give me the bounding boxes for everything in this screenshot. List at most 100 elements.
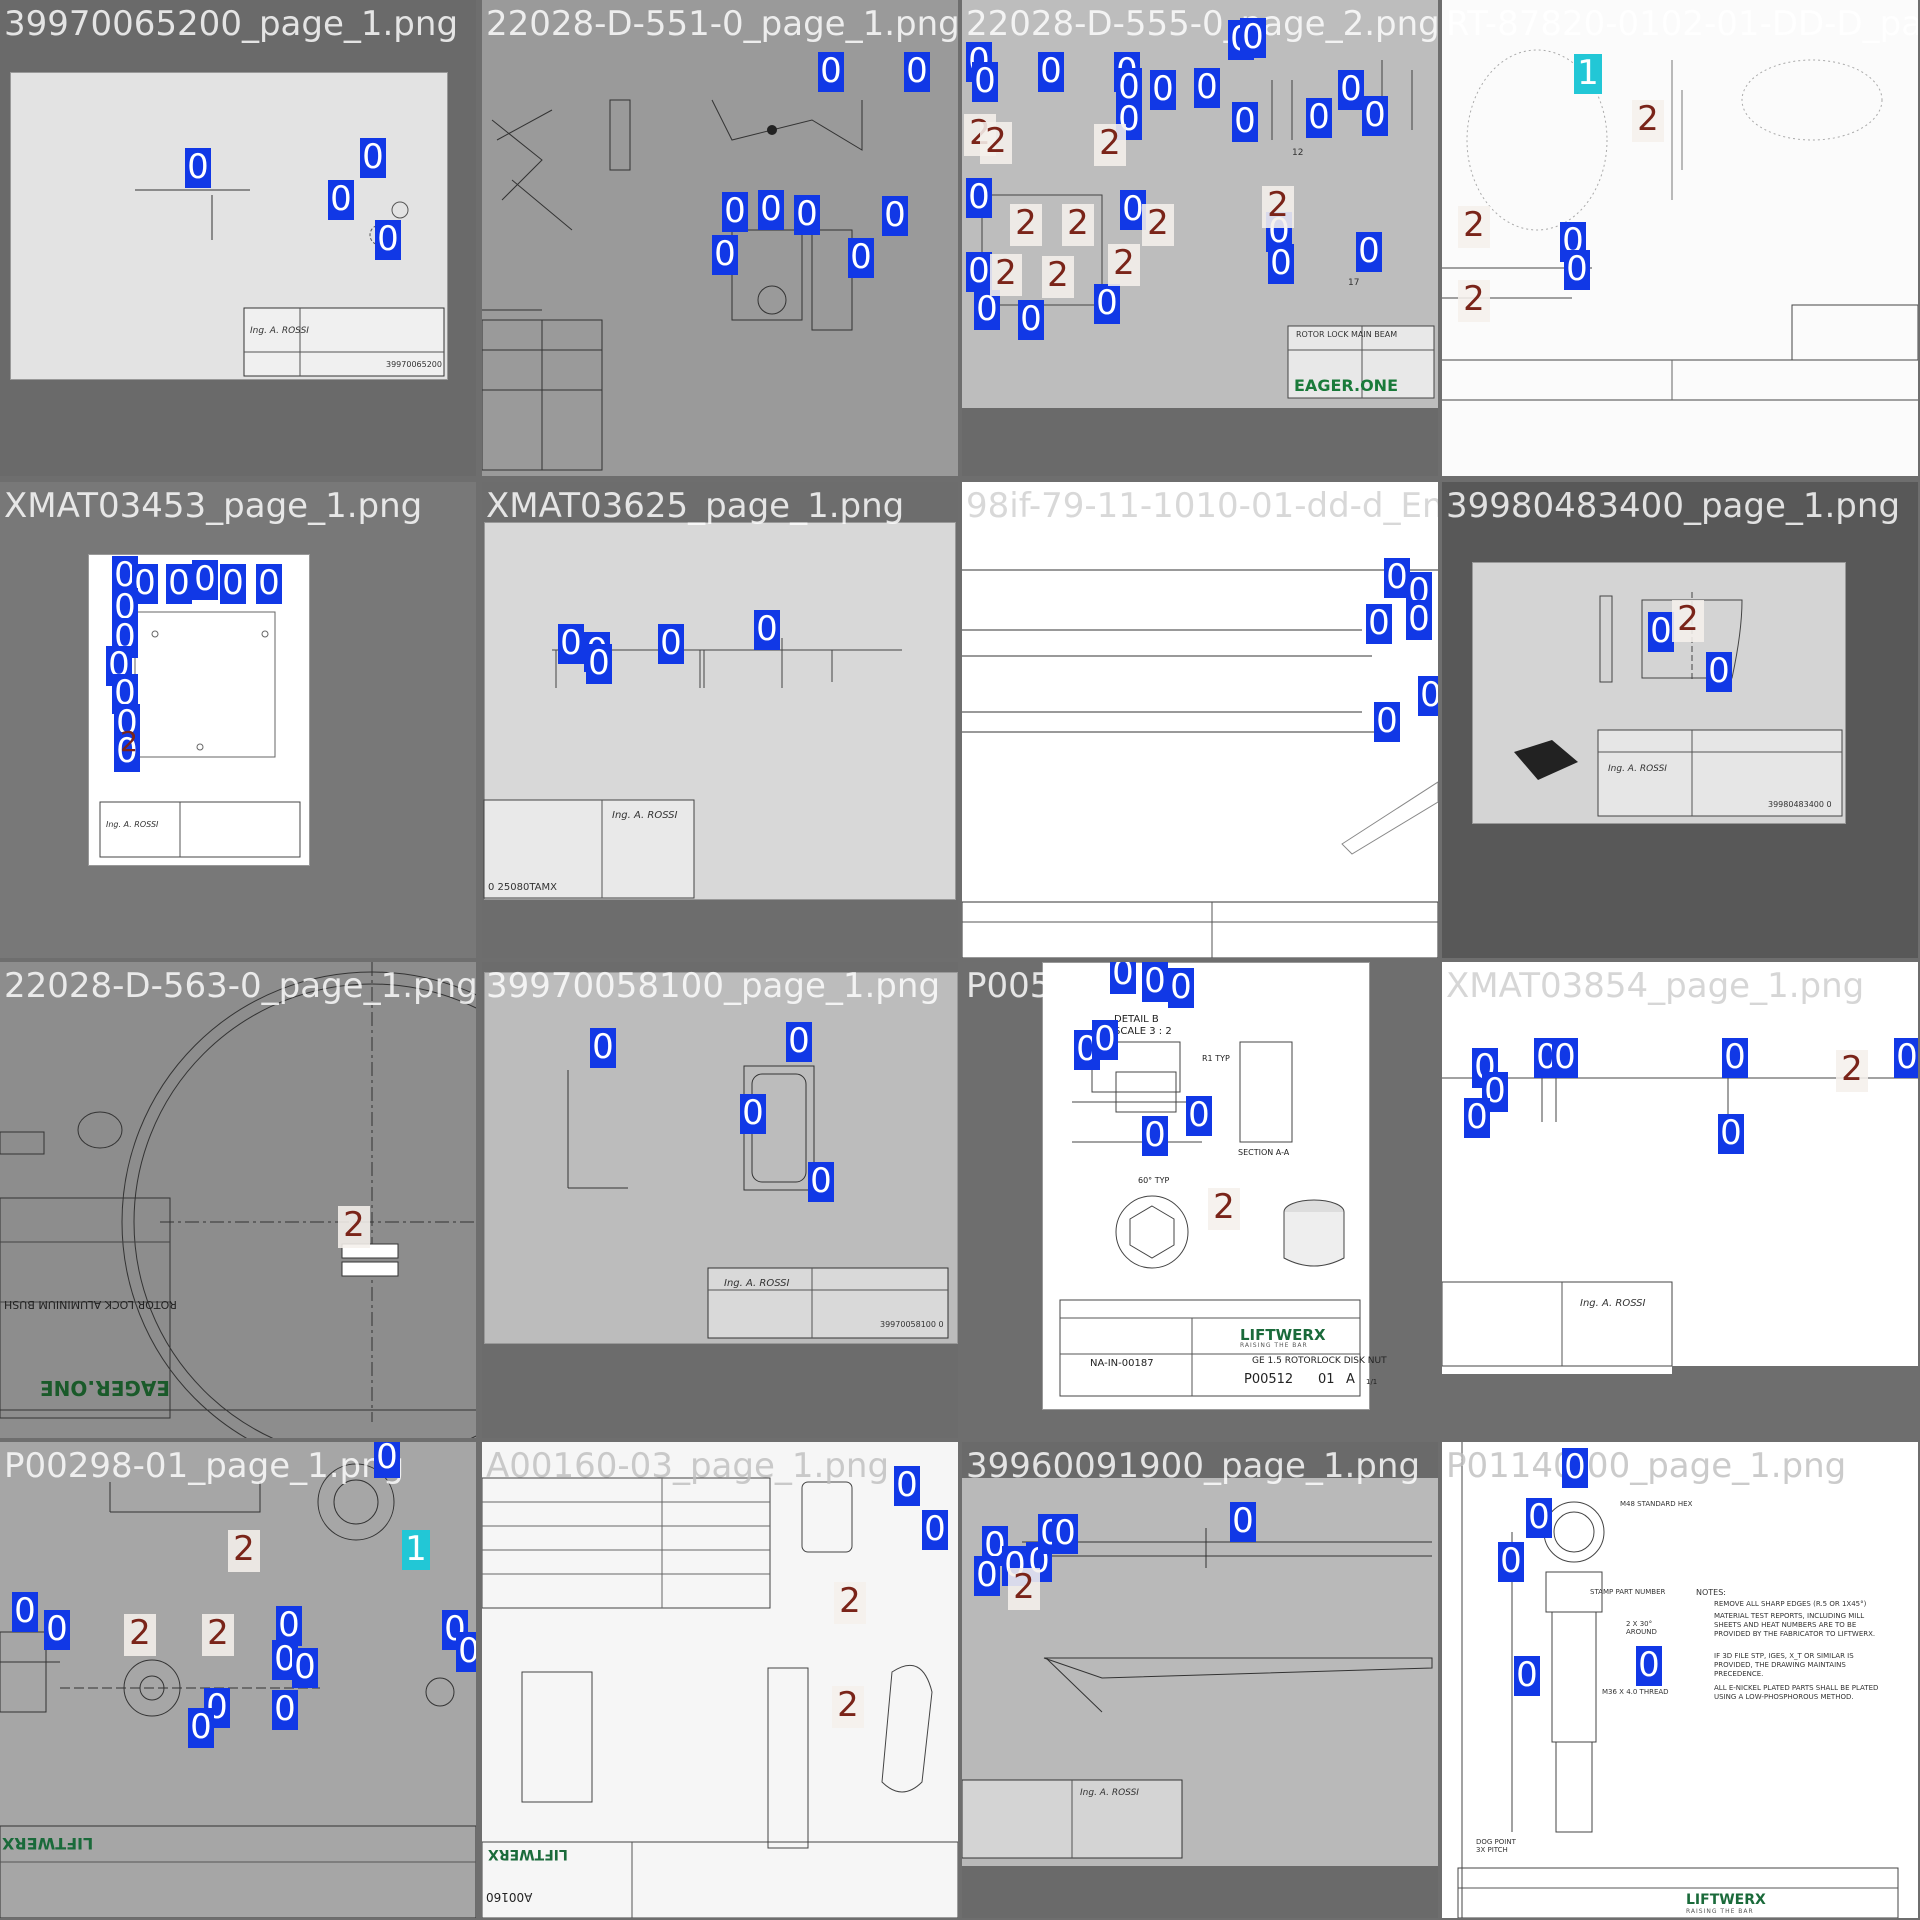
detection-box-class-0: 0 (848, 238, 874, 278)
detection-box-class-0: 0 (1894, 1038, 1918, 1078)
callout-label: DOG POINT 3X PITCH (1476, 1838, 1516, 1854)
rossi-logo: Ing. A. ROSSI (1580, 1298, 1646, 1309)
detection-box-class-0: 0 (1240, 18, 1266, 58)
detection-box-class-2: 2 (228, 1530, 260, 1572)
detection-box-class-0: 0 (1374, 702, 1400, 742)
eager-one-logo: EAGER.ONE (40, 1376, 170, 1400)
detection-box-class-0: 0 (740, 1094, 766, 1134)
tile-XMAT03854: Ing. A. ROSSI XMAT03854_page_1.png 0 0 0… (1442, 962, 1918, 1438)
detection-box-class-0: 0 (292, 1648, 318, 1688)
drawing-number: A00160 (486, 1890, 533, 1904)
drawing-lines (1442, 1070, 1918, 1438)
tile-title: 39970065200_page_1.png (4, 4, 459, 44)
note-3: IF 3D FILE STP, IGES, X_T OR SIMILAR IS … (1714, 1652, 1854, 1678)
callout-label: 2 X 30° AROUND (1626, 1620, 1657, 1636)
dimension-label: 12 (1292, 148, 1304, 158)
detection-box-class-0: 0 (1384, 558, 1410, 598)
tile-title: RT-87820-0102-01-DD-D_pa (1446, 4, 1918, 44)
detection-box-class-2: 2 (832, 1686, 864, 1728)
detection-box-class-2: 2 (1458, 280, 1490, 322)
drawing-lines (135, 189, 445, 377)
rossi-logo: Ing. A. ROSSI (1080, 1788, 1139, 1798)
detection-box-class-2: 2 (1836, 1050, 1868, 1092)
drawing-lines (99, 611, 301, 858)
tile-XMAT03453: Ing. A. ROSSI XMAT03453_page_1.png 0 0 0… (0, 482, 476, 958)
detection-box-class-2: 2 (124, 1614, 156, 1656)
revision: 01 (1318, 1372, 1335, 1387)
tile-22028-D-551-0: 22028-D-551-0_page_1.png 0 0 0 0 0 0 0 0 (482, 0, 958, 476)
detection-box-class-0: 0 (185, 148, 211, 188)
detection-box-class-0: 0 (1498, 1542, 1524, 1582)
detection-box-class-0: 0 (974, 290, 1000, 330)
drawing-lines (567, 1065, 949, 1339)
drawing-lines (1457, 1442, 1899, 1918)
rossi-logo: Ing. A. ROSSI (106, 820, 159, 829)
rossi-logo: Ing. A. ROSSI (724, 1278, 790, 1289)
detection-box-class-0: 0 (1406, 600, 1432, 640)
drawing-title: GE 1.5 ROTORLOCK DISK NUT (1252, 1356, 1387, 1366)
detection-box-class-0: 0 (966, 252, 992, 292)
drawing-lines (483, 638, 902, 899)
tile-RT-87820: RT-87820-0102-01-DD-D_pa 1 2 2 2 0 0 (1442, 0, 1918, 476)
drawing-lines (482, 1477, 958, 1918)
detection-box-class-2: 2 (1632, 100, 1664, 142)
detection-box-class-0: 0 (1718, 1114, 1744, 1154)
tile-P00298-01: LIFTWERX P00298-01_page_1.png 0 1 2 2 2 … (0, 1442, 476, 1918)
detection-box-class-0: 0 (818, 52, 844, 92)
detection-box-class-0: 0 (882, 196, 908, 236)
drawing-number: 39970058100 0 (880, 1320, 944, 1329)
detection-box-class-0: 0 (1338, 70, 1364, 110)
tile-title: 22028-D-555-0_page_2.png (966, 4, 1438, 44)
drawing-lines (0, 962, 476, 1438)
drawing-lines (1442, 49, 1918, 401)
detection-box-class-0: 0 (1110, 962, 1136, 994)
detection-box-class-0: 0 (276, 1606, 302, 1646)
liftwerx-logo: LIFTWERX (2, 1834, 94, 1853)
detection-box-class-0: 0 (1526, 1498, 1552, 1538)
detection-box-class-0: 0 (1194, 68, 1220, 108)
detection-box-class-2: 2 (1208, 1188, 1240, 1230)
detection-box-class-0: 0 (1562, 1448, 1588, 1488)
tile-title: 22028-D-563-0_page_1.png (4, 966, 476, 1006)
detection-box-class-0: 0 (922, 1510, 948, 1550)
detection-box-class-2: 2 (1010, 204, 1042, 246)
tile-title: XMAT03453_page_1.png (4, 486, 423, 526)
drawing-lines (962, 569, 1438, 958)
detection-box-class-0: 0 (1230, 1502, 1256, 1542)
dimension-label: R1 TYP (1202, 1054, 1230, 1063)
liftwerx-tagline: RAISING THE BAR (1686, 1908, 1754, 1915)
detection-box-class-0: 0 (1142, 1116, 1168, 1156)
tile-title: XMAT03854_page_1.png (1446, 966, 1865, 1006)
detection-box-class-0: 0 (794, 195, 820, 235)
detection-box-class-0: 0 (1094, 284, 1120, 324)
detection-box-class-0: 0 (1418, 676, 1438, 716)
detection-box-class-2: 2 (1094, 124, 1126, 166)
detection-box-class-0: 0 (722, 192, 748, 232)
view-label: DETAIL B (1114, 1014, 1159, 1025)
detection-box-class-0: 0 (1552, 1038, 1578, 1078)
drawing-reference: NA-IN-00187 (1090, 1358, 1154, 1369)
rossi-logo: Ing. A. ROSSI (250, 326, 309, 336)
detection-box-class-0: 0 (12, 1592, 38, 1632)
tile-XMAT03625: Ing. A. ROSSI 0 25080TAMX XMAT03625_page… (482, 482, 958, 958)
detection-box-class-0: 0 (1120, 190, 1146, 230)
detection-box-class-0: 0 (972, 62, 998, 102)
dimension-label: 60° TYP (1138, 1176, 1170, 1185)
detection-box-class-0: 0 (1186, 1096, 1212, 1136)
detection-box-class-2: 2 (1062, 204, 1094, 246)
liftwerx-logo: LIFTWERX (488, 1846, 568, 1862)
detection-box-class-1: 1 (402, 1530, 430, 1570)
detection-box-class-0: 0 (1142, 962, 1168, 1002)
detection-box-class-2: 2 (1672, 600, 1704, 642)
tile-A00160-03: LIFTWERX A00160 A00160-03_page_1.png 0 0… (482, 1442, 958, 1918)
detection-box-class-0: 0 (712, 235, 738, 275)
note-1: REMOVE ALL SHARP EDGES (R.5 OR 1X45°) (1714, 1600, 1867, 1608)
drawing-title: ROTOR LOCK MAIN BEAM (1296, 330, 1398, 339)
detection-box-class-2: 2 (1108, 244, 1140, 286)
detection-box-class-2: 2 (1142, 204, 1174, 246)
drawing-title: ROTOR LOCK ALUMINIUM BUSH (4, 1298, 177, 1311)
detection-box-class-0: 0 (894, 1466, 920, 1506)
detection-box-class-0: 0 (166, 564, 192, 604)
detection-box-class-0: 0 (1092, 1020, 1118, 1060)
tile-title: A00160-03_page_1.png (486, 1446, 890, 1486)
